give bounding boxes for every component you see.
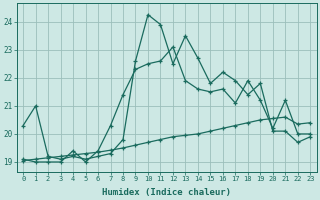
- X-axis label: Humidex (Indice chaleur): Humidex (Indice chaleur): [102, 188, 231, 197]
